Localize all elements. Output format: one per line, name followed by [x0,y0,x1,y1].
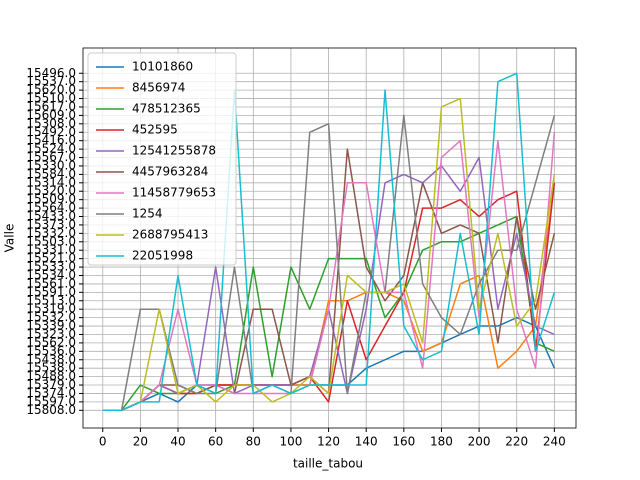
y-tick-label: 15524.0 [26,142,76,156]
y-tick-label: 15330.0 [26,158,76,172]
y-tick-label: 15433.0 [26,209,76,223]
legend-label: 2688795413 [132,228,208,242]
legend-label: 4457963284 [132,165,208,179]
y-tick-label: 15509.0 [26,192,76,206]
y-tick-label: 15373.0 [26,217,76,231]
y-tick-label: 15488.0 [26,369,76,383]
y-tick-label: 15536.0 [26,344,76,358]
y-tick-label: 15379.0 [26,378,76,392]
y-tick-label: 15534.0 [26,268,76,282]
y-axis-label: Valle [3,224,17,253]
y-tick-label: 15561.0 [26,276,76,290]
data-line [102,72,556,412]
x-tick-label: 220 [505,435,528,449]
x-tick-label: 200 [468,435,491,449]
legend-label: 478512365 [132,102,201,116]
legend-label: 8456974 [132,81,185,95]
legend-label: 12541255878 [132,144,216,158]
x-tick-label: 60 [208,435,223,449]
y-tick-label: 15620.0 [26,83,76,97]
y-tick-label: 15513.0 [26,293,76,307]
y-tick-label: 15323.0 [26,327,76,341]
y-tick-label: 15438.0 [26,352,76,366]
y-tick-label: 15597.0 [26,394,76,408]
y-tick-label: 15416.0 [26,133,76,147]
legend-label: 22051998 [132,249,193,263]
y-tick-label: 15533.0 [26,260,76,274]
legend: 10101860 8456974 478512365 452595 1254125587… [87,52,237,266]
y-tick-label: 15510.0 [26,91,76,105]
y-tick-label: 15496.0 [26,66,76,80]
legend-label: 10101860 [132,60,193,74]
y-tick-label: 15808.0 [26,403,76,417]
y-tick-label: 15503.0 [26,234,76,248]
legend-label: 452595 [132,123,178,137]
y-tick-label: 15564.0 [26,201,76,215]
legend-box [87,52,237,266]
y-tick-label: 15591.0 [26,285,76,299]
y-tick-label: 15537.0 [26,74,76,88]
data-line [102,97,556,412]
y-tick-label: 15521.0 [26,251,76,265]
x-tick-label: 20 [133,435,148,449]
legend-label: 11458779653 [132,186,216,200]
x-tick-label: 100 [279,435,302,449]
data-line [102,114,556,412]
x-tick-label: 160 [392,435,415,449]
y-tick-label: 15314.0 [26,175,76,189]
x-tick-label: 240 [543,435,566,449]
y-tick-label: 15331.0 [26,243,76,257]
y-tick-label: 15320.0 [26,184,76,198]
plot-frame [82,47,577,429]
data-line [102,132,556,412]
x-tick-label: 80 [246,435,261,449]
y-tick-label: 15567.0 [26,150,76,164]
y-tick-label: 15374.0 [26,386,76,400]
x-tick-label: 140 [355,435,378,449]
y-tick-label: 15617.0 [26,99,76,113]
x-tick-label: 40 [170,435,185,449]
x-tick-label: 120 [317,435,340,449]
y-tick-label: 15308.0 [26,116,76,130]
y-tick-label: 15492.0 [26,125,76,139]
x-axis-label: taille_tabou [293,457,363,471]
y-tick-label: 15538.0 [26,361,76,375]
y-tick-label: 15332.0 [26,226,76,240]
y-tick-label: 15609.0 [26,108,76,122]
y-tick-label: 15584.0 [26,167,76,181]
y-tick-label: 15562.0 [26,335,76,349]
y-tick-label: 15532.0 [26,310,76,324]
x-tick-label: 0 [99,435,107,449]
x-tick-label: 180 [430,435,453,449]
y-tick-label: 15319.0 [26,302,76,316]
y-tick-label: 15339.0 [26,319,76,333]
legend-label: 1254 [132,207,163,221]
